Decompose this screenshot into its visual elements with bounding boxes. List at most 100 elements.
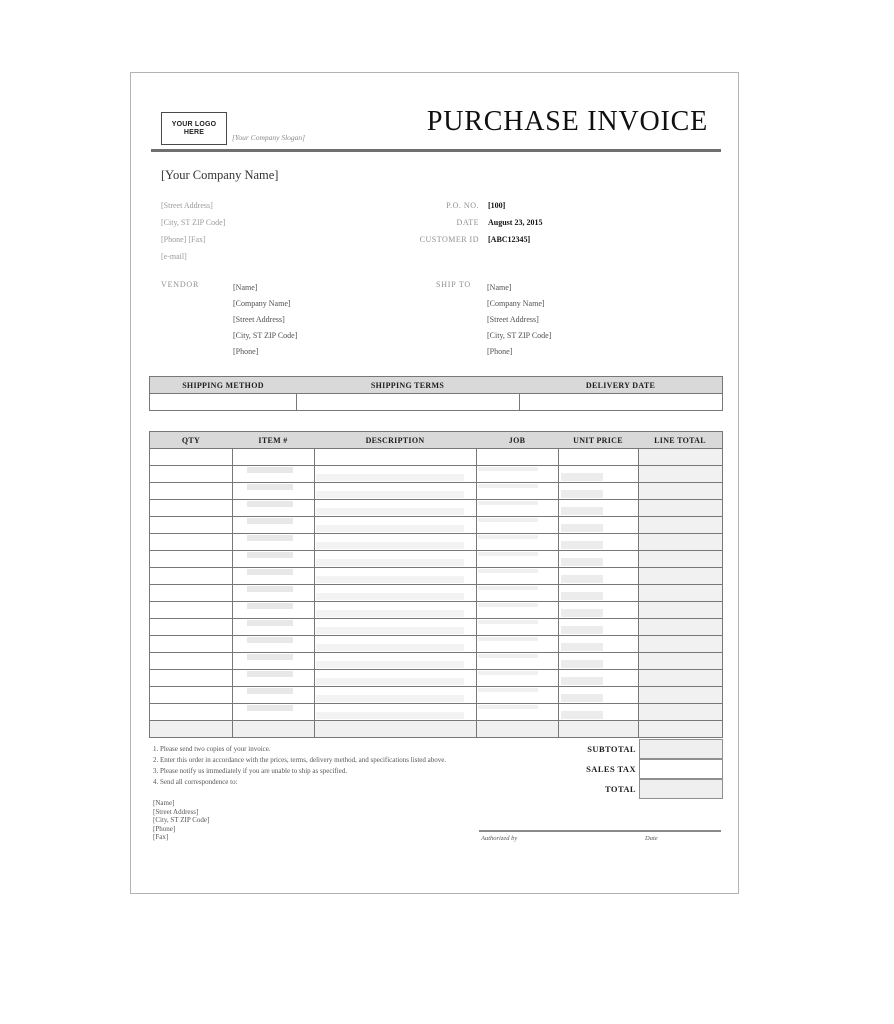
line-item-cell bbox=[150, 585, 232, 601]
line-item-cell bbox=[314, 602, 476, 618]
shipping-input-cell bbox=[519, 394, 722, 410]
line-item-cell bbox=[558, 483, 638, 499]
line-item-cell bbox=[558, 721, 638, 737]
line-item-cell bbox=[150, 704, 232, 720]
line-items-header-cell: QTY bbox=[181, 435, 201, 445]
shipping-table-row bbox=[150, 394, 722, 410]
ship-to-address-line: [Name] bbox=[487, 283, 512, 292]
line-items-header-cell: JOB bbox=[508, 435, 526, 445]
line-item-cell bbox=[558, 704, 638, 720]
ship-to-address-line: [Street Address] bbox=[487, 315, 539, 324]
line-item-cell bbox=[150, 636, 232, 652]
line-item-cell bbox=[150, 500, 232, 516]
line-item-cell bbox=[638, 704, 722, 720]
line-item-cell bbox=[150, 670, 232, 686]
company-slogan: [Your Company Slogan] bbox=[232, 133, 306, 142]
line-item-cell bbox=[638, 721, 722, 737]
ship-to-address-line: [Company Name] bbox=[487, 299, 545, 308]
line-items-header-cell: ITEM # bbox=[258, 435, 288, 445]
ship-to-address-line: [Phone] bbox=[487, 347, 513, 356]
header-divider bbox=[151, 149, 721, 152]
line-item-cell bbox=[558, 551, 638, 567]
line-item-cell bbox=[476, 585, 558, 601]
line-items-header: QTY ITEM # DESCRIPTION JOB UNIT PRICE LINE TO… bbox=[150, 432, 722, 448]
line-item-row bbox=[150, 618, 722, 635]
authorized-by-label: Authorized by bbox=[481, 835, 518, 842]
total-label: SUBTOTAL bbox=[587, 744, 636, 754]
line-item-cell bbox=[638, 551, 722, 567]
po-field-value: [ABC12345] bbox=[488, 235, 531, 244]
line-item-cell bbox=[638, 517, 722, 533]
line-item-cell bbox=[314, 585, 476, 601]
notes-block: 1. Please send two copies of your invoic… bbox=[153, 745, 471, 789]
vendor-label: VENDOR bbox=[161, 280, 200, 289]
signature-line bbox=[479, 830, 721, 832]
line-item-cell bbox=[476, 602, 558, 618]
vendor-address-line: [Company Name] bbox=[233, 299, 291, 308]
line-item-cell bbox=[558, 500, 638, 516]
line-item-cell bbox=[232, 619, 314, 635]
line-item-cell bbox=[638, 687, 722, 703]
line-item-cell bbox=[638, 602, 722, 618]
line-item-cell bbox=[314, 551, 476, 567]
line-item-cell bbox=[638, 500, 722, 516]
vendor-address-line: [Street Address] bbox=[233, 315, 285, 324]
line-item-cell bbox=[558, 602, 638, 618]
total-row: TOTAL bbox=[491, 779, 723, 799]
note-line: 3. Please notify us immediately if you a… bbox=[153, 767, 348, 775]
invoice-page: YOUR LOGO HERE [Your Company Slogan] PUR… bbox=[130, 72, 739, 894]
vendor-address-line: [Phone] bbox=[233, 347, 259, 356]
shipping-header-cell: SHIPPING METHOD bbox=[182, 380, 264, 390]
line-item-cell bbox=[232, 517, 314, 533]
line-item-cell bbox=[638, 449, 722, 465]
company-address-line: [e-mail] bbox=[161, 252, 187, 261]
line-item-cell bbox=[476, 568, 558, 584]
line-items-header-cell: DESCRIPTION bbox=[365, 435, 425, 445]
line-item-cell bbox=[476, 619, 558, 635]
line-item-cell bbox=[232, 585, 314, 601]
line-item-cell bbox=[314, 500, 476, 516]
line-item-cell bbox=[638, 653, 722, 669]
line-item-cell bbox=[232, 449, 314, 465]
line-item-cell bbox=[232, 483, 314, 499]
line-item-cell bbox=[558, 449, 638, 465]
ship-to-label: SHIP TO bbox=[435, 280, 471, 289]
line-item-row bbox=[150, 652, 722, 669]
note-line: 2. Enter this order in accordance with t… bbox=[153, 756, 447, 764]
po-field-value: [100] bbox=[488, 201, 506, 210]
line-item-cell bbox=[150, 449, 232, 465]
line-item-cell bbox=[476, 449, 558, 465]
line-item-cell bbox=[558, 670, 638, 686]
line-item-cell bbox=[150, 483, 232, 499]
line-item-cell bbox=[558, 534, 638, 550]
line-item-row bbox=[150, 584, 722, 601]
line-item-cell bbox=[232, 602, 314, 618]
line-item-row bbox=[150, 669, 722, 686]
line-item-cell bbox=[314, 687, 476, 703]
line-item-cell bbox=[558, 653, 638, 669]
line-item-cell bbox=[314, 653, 476, 669]
line-item-cell bbox=[314, 483, 476, 499]
line-item-cell bbox=[558, 517, 638, 533]
correspondence-line: [Phone] bbox=[153, 824, 176, 833]
line-item-cell bbox=[150, 466, 232, 482]
line-item-cell bbox=[314, 636, 476, 652]
line-item-row bbox=[150, 533, 722, 550]
correspondence-block: [Name] [Street Address] [City, ST ZIP Code… bbox=[153, 799, 471, 842]
po-field-row: CUSTOMER ID [ABC12345] bbox=[341, 231, 641, 248]
correspondence-line: [Fax] bbox=[153, 833, 169, 841]
line-item-cell bbox=[232, 704, 314, 720]
note-line: 4. Send all correspondence to: bbox=[153, 778, 238, 786]
line-item-row bbox=[150, 703, 722, 720]
total-value-box bbox=[639, 779, 723, 799]
vendor-address-block: [Name] [Company Name] [Street Address] [Cit… bbox=[233, 280, 297, 360]
line-item-cell bbox=[476, 551, 558, 567]
shipping-table-header: SHIPPING METHOD SHIPPING TERMS DELIVERY DA… bbox=[150, 377, 722, 394]
line-item-cell bbox=[232, 534, 314, 550]
line-item-cell bbox=[232, 670, 314, 686]
line-item-cell bbox=[150, 517, 232, 533]
ship-to-address-block: [Name] [Company Name] [Street Address] [Cit… bbox=[487, 280, 551, 360]
ship-to-address-line: [City, ST ZIP Code] bbox=[487, 331, 552, 340]
logo-placeholder: YOUR LOGO HERE bbox=[161, 112, 227, 145]
line-item-cell bbox=[314, 517, 476, 533]
